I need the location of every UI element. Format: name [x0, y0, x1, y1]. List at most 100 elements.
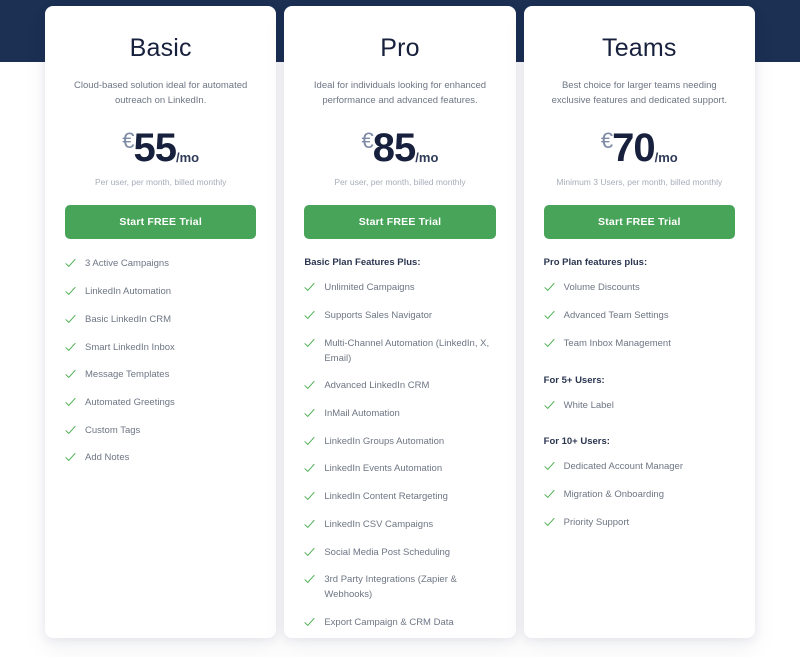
feature-item: Automated Greetings [65, 396, 256, 411]
feature-label: LinkedIn Automation [85, 286, 172, 298]
price-amount: 70 [612, 126, 655, 171]
price-period: /mo [415, 150, 439, 166]
start-free-trial-button[interactable]: Start FREE Trial [543, 205, 735, 240]
feature-item: White Label [544, 399, 735, 414]
currency-symbol: € [600, 128, 613, 154]
feature-label: Volume Discounts [563, 282, 640, 294]
pricing-card-pro: Pro Ideal for individuals looking for enh… [284, 6, 516, 638]
feature-label: InMail Automation [324, 408, 400, 420]
check-icon [304, 282, 315, 293]
feature-item: Dedicated Account Manager [544, 460, 735, 475]
currency-symbol: € [122, 128, 134, 154]
check-icon [544, 489, 555, 500]
check-icon [65, 369, 76, 380]
start-free-trial-button[interactable]: Start FREE Trial [65, 205, 257, 240]
feature-list: Pro Plan features plus: Volume Discounts A… [544, 257, 735, 543]
feature-label: Advanced LinkedIn CRM [324, 380, 430, 392]
feature-label: Social Media Post Scheduling [324, 546, 451, 558]
feature-list: Basic Plan Features Plus: Unlimited Campa… [304, 257, 495, 638]
plan-description: Best choice for larger teams needing exc… [551, 80, 727, 106]
check-icon [544, 310, 555, 321]
feature-label: Custom Tags [85, 424, 141, 436]
feature-label: Advanced Team Settings [563, 310, 669, 322]
check-icon [544, 338, 555, 349]
feature-section-heading: Basic Plan Features Plus: [304, 257, 421, 269]
check-icon [544, 461, 555, 472]
check-icon [65, 397, 76, 408]
check-icon [304, 436, 315, 447]
feature-label: LinkedIn Groups Automation [324, 435, 445, 447]
plan-description: Ideal for individuals looking for enhanc… [313, 80, 487, 106]
plan-title: Basic [129, 34, 192, 62]
feature-item: LinkedIn CSV Campaigns [304, 518, 495, 533]
plan-title: Teams [602, 34, 677, 62]
feature-label: Team Inbox Management [563, 337, 671, 349]
check-icon [544, 517, 555, 528]
plan-price: €70/mo [544, 128, 735, 168]
feature-section-heading: Pro Plan features plus: [543, 257, 648, 269]
feature-item: 3rd Party Integrations (Zapier & Webhook… [304, 573, 495, 602]
feature-item: Unlimited Campaigns [304, 281, 495, 296]
feature-item: LinkedIn Content Retargeting [304, 490, 495, 505]
feature-item: Priority Support [544, 516, 735, 531]
check-icon [304, 380, 315, 391]
feature-label: LinkedIn CSV Campaigns [324, 518, 434, 530]
feature-item: Volume Discounts [544, 281, 735, 296]
feature-label: 3 Active Campaigns [85, 258, 169, 270]
check-icon [304, 408, 315, 419]
feature-item: Smart LinkedIn Inbox [65, 341, 256, 356]
feature-label: 3rd Party Integrations (Zapier & Webhook… [324, 574, 457, 601]
feature-item: Basic LinkedIn CRM [65, 313, 256, 328]
feature-label: Unlimited Campaigns [324, 282, 415, 294]
plan-price: €55/mo [65, 128, 256, 168]
feature-item: LinkedIn Groups Automation [304, 435, 495, 450]
check-icon [304, 310, 315, 321]
check-icon [65, 342, 76, 353]
feature-label: Export Campaign & CRM Data [324, 616, 454, 628]
plan-title: Pro [380, 34, 420, 62]
feature-label: Add Notes [85, 452, 130, 464]
feature-label: Smart LinkedIn Inbox [85, 341, 175, 353]
check-icon [65, 286, 76, 297]
billing-note: Per user, per month, billed monthly [94, 177, 227, 188]
check-icon [304, 574, 315, 585]
check-icon [65, 258, 76, 269]
check-icon [65, 425, 76, 436]
feature-label: Dedicated Account Manager [563, 461, 684, 473]
billing-note: Per user, per month, billed monthly [334, 177, 466, 188]
feature-label: Priority Support [563, 516, 630, 528]
feature-label: LinkedIn Content Retargeting [324, 491, 448, 503]
feature-item: Export Campaign & CRM Data [304, 616, 495, 631]
price-period: /mo [654, 150, 678, 166]
feature-item: Team Inbox Management [544, 337, 735, 352]
check-icon [304, 338, 315, 349]
feature-item: LinkedIn Events Automation [304, 462, 495, 477]
feature-label: LinkedIn Events Automation [324, 463, 443, 475]
feature-item: Message Templates [65, 368, 256, 383]
price-period: /mo [175, 150, 200, 166]
feature-label: White Label [563, 399, 614, 411]
currency-symbol: € [361, 128, 374, 154]
billing-note: Minimum 3 Users, per month, billed month… [556, 177, 723, 188]
feature-item: Supports Sales Navigator [304, 309, 495, 324]
feature-label: Multi-Channel Automation (LinkedIn, X, E… [324, 337, 490, 364]
feature-label: Basic LinkedIn CRM [85, 313, 172, 325]
plan-description: Cloud-based solution ideal for automated… [74, 80, 248, 106]
feature-label: Supports Sales Navigator [324, 310, 433, 322]
feature-section-heading: For 5+ Users: [543, 374, 605, 386]
feature-label: Message Templates [85, 369, 170, 381]
start-free-trial-button[interactable]: Start FREE Trial [304, 205, 496, 240]
feature-item: Social Media Post Scheduling [304, 546, 495, 561]
feature-item: Advanced LinkedIn CRM [304, 379, 495, 394]
feature-item: Migration & Onboarding [544, 488, 735, 503]
check-icon [304, 463, 315, 474]
price-amount: 85 [372, 126, 416, 171]
feature-list: 3 Active Campaigns LinkedIn Automation Bas… [65, 257, 256, 479]
check-icon [65, 314, 76, 325]
check-icon [304, 519, 315, 530]
check-icon [304, 617, 315, 628]
plan-price: €85/mo [304, 128, 495, 168]
feature-section-heading: For 10+ Users: [543, 436, 610, 448]
pricing-card-basic: Basic Cloud-based solution ideal for auto… [45, 6, 277, 638]
